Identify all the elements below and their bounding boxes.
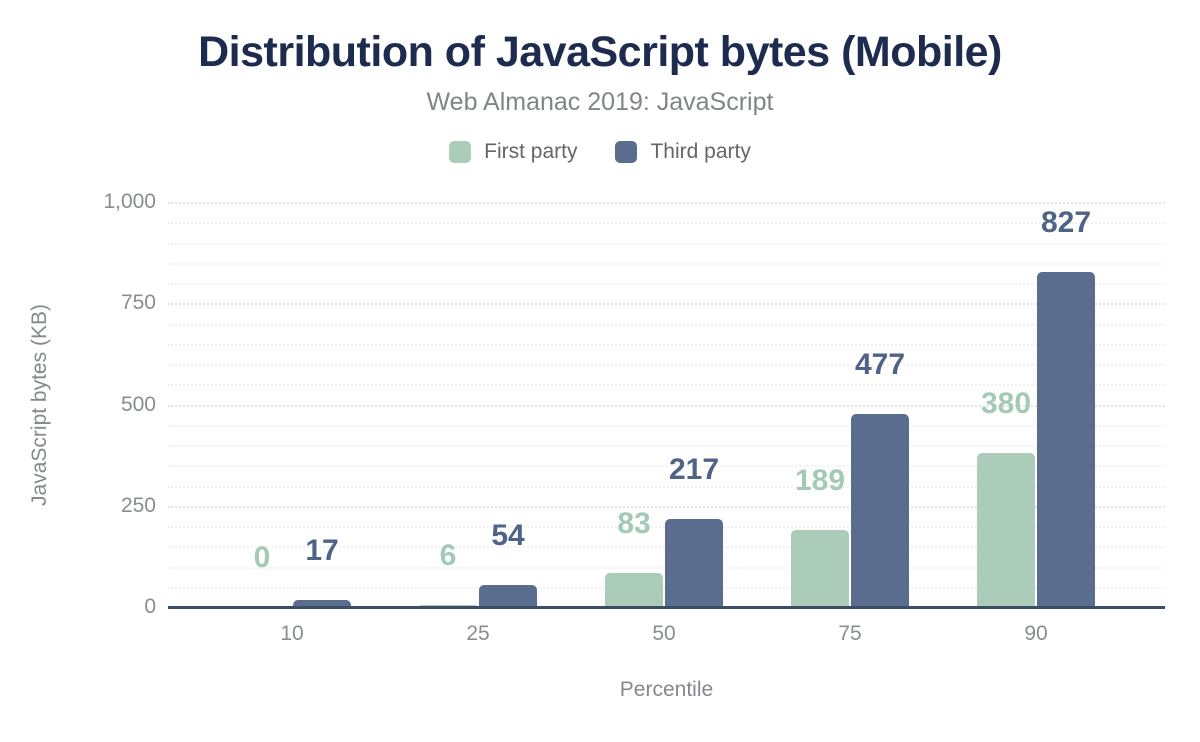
y-tick-label-1000: 1,000 <box>103 190 156 213</box>
major-gridline-1000 <box>168 202 1165 204</box>
minor-gridline-650 <box>168 343 1165 346</box>
legend-label-third-party: Third party <box>650 140 751 163</box>
y-tick-label-250: 250 <box>120 493 156 517</box>
chart-title: Distribution of JavaScript bytes (Mobile… <box>198 28 1002 76</box>
value-label-third-party-p90: 827 <box>1040 206 1092 240</box>
legend-item-third-party: Third party <box>615 140 751 164</box>
major-gridline-250 <box>168 505 1165 508</box>
x-tick-label-75: 75 <box>838 622 862 645</box>
legend-label-first-party: First party <box>484 140 578 163</box>
legend-item-first-party: First party <box>449 140 577 164</box>
value-label-third-party-p10: 17 <box>305 534 339 568</box>
x-tick-label-25: 25 <box>466 622 490 645</box>
x-axis-title: Percentile <box>619 678 714 701</box>
y-tick-label-500: 500 <box>120 392 156 416</box>
bar-third-party-p10[interactable] <box>293 600 351 607</box>
minor-gridline-450 <box>168 424 1165 427</box>
minor-gridline-600 <box>168 364 1165 366</box>
y-tick-label-0: 0 <box>144 595 156 618</box>
bar-first-party-p75[interactable] <box>791 530 849 607</box>
minor-gridline-900 <box>168 242 1165 245</box>
bar-first-party-p25[interactable] <box>419 604 477 607</box>
bar-first-party-p90[interactable] <box>977 453 1035 607</box>
x-tick-label-50: 50 <box>652 622 676 645</box>
bar-third-party-p90[interactable] <box>1037 272 1095 607</box>
legend-swatch-first-party <box>449 141 472 163</box>
bar-third-party-p25[interactable] <box>479 585 537 607</box>
value-label-first-party-p25: 6 <box>439 538 457 572</box>
bar-third-party-p75[interactable] <box>851 413 909 607</box>
value-label-third-party-p75: 477 <box>854 347 906 381</box>
x-tick-label-10: 10 <box>280 622 304 645</box>
minor-gridline-550 <box>168 384 1165 387</box>
y-axis-title: JavaScript bytes (KB) <box>28 304 51 506</box>
major-gridline-750 <box>168 303 1165 306</box>
bar-first-party-p50[interactable] <box>605 573 663 607</box>
chart-subtitle: Web Almanac 2019: JavaScript <box>426 88 774 116</box>
value-label-first-party-p90: 380 <box>980 387 1032 421</box>
minor-gridline-800 <box>168 283 1165 285</box>
x-axis-line <box>168 606 1165 609</box>
minor-gridline-700 <box>168 323 1165 326</box>
value-label-first-party-p50: 83 <box>617 507 651 541</box>
x-tick-label-90: 90 <box>1024 622 1048 645</box>
major-gridline-500 <box>168 404 1165 407</box>
value-label-first-party-p10: 0 <box>253 541 271 574</box>
value-label-first-party-p75: 189 <box>794 464 846 498</box>
value-label-third-party-p25: 54 <box>491 519 525 553</box>
minor-gridline-950 <box>168 222 1165 225</box>
minor-gridline-400 <box>168 445 1165 447</box>
legend-swatch-third-party <box>615 141 638 163</box>
legend: First party Third party <box>0 140 1200 164</box>
bar-third-party-p50[interactable] <box>665 519 723 607</box>
y-tick-label-750: 750 <box>120 291 156 315</box>
minor-gridline-350 <box>168 465 1165 468</box>
value-label-third-party-p50: 217 <box>668 453 720 487</box>
minor-gridline-850 <box>168 262 1165 265</box>
minor-gridline-300 <box>168 485 1165 488</box>
